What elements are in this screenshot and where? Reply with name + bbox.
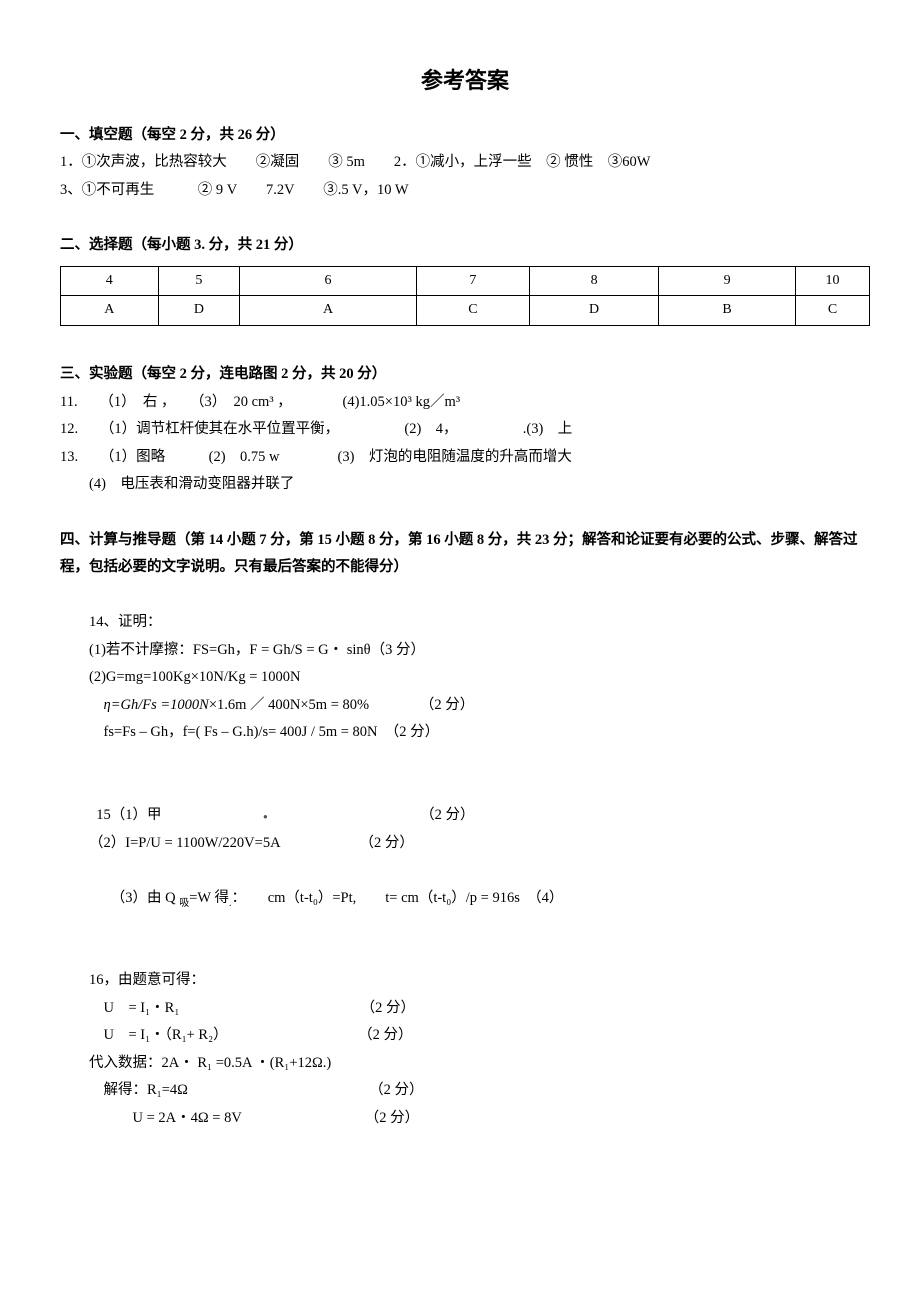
- q16-l5: 解得：R₁=4Ω （2 分）: [60, 1077, 870, 1105]
- q14-l4a: η=Gh/Fs =1000N: [104, 697, 209, 713]
- q11: 11. （1） 右 ， （3） 20 cm³ ， (4)1.05×10³ kg／…: [60, 389, 870, 417]
- cell: 6: [240, 266, 416, 296]
- q14-l2: (1)若不计摩擦：FS=Gh，F = Gh/S = G・ sinθ（3 分）: [60, 637, 870, 665]
- q16-l1: 16，由题意可得：: [60, 967, 870, 995]
- s1-head-a: 一、填空题: [60, 127, 133, 143]
- section-4-calc: 四、计算与推导题（第 14 小题 7 分，第 15 小题 8 分，第 16 小题…: [60, 527, 870, 582]
- q15-l3b: 吸: [179, 898, 189, 909]
- choice-answer-table: 4 5 6 7 8 9 10 A D A C D B C: [60, 266, 870, 326]
- q16-l2: U = I₁・R₁ （2 分）: [60, 995, 870, 1023]
- cell: C: [796, 296, 870, 326]
- cell: B: [659, 296, 796, 326]
- dot-icon: ●: [263, 812, 268, 821]
- cell: C: [416, 296, 529, 326]
- q14-l3: (2)G=mg=100Kg×10N/Kg = 1000N: [60, 664, 870, 692]
- q15-l3c: =W 得: [189, 890, 229, 906]
- q15-l3a: （3）由 Q: [111, 890, 179, 906]
- q15-l2: （2）I=P/U = 1100W/220V=5A （2 分）: [60, 830, 870, 858]
- section-3-experiment: 三、实验题（每空 2 分，连电路图 2 分，共 20 分）: [60, 361, 870, 389]
- q15-l3: （3）由 Q 吸=W 得.： cm（t-t₀）=Pt, t= cm（t-t₀）/…: [60, 857, 870, 912]
- q12: 12. （1）调节杠杆使其在水平位置平衡， (2) 4， .(3) 上: [60, 416, 870, 444]
- q14-l1: 14、证明：: [60, 609, 870, 637]
- s1-line2: 3、①不可再生 ② 9 V 7.2V ③.5 V，10 W: [60, 177, 870, 205]
- q16-l6: U = 2A・4Ω = 8V （2 分）: [60, 1105, 870, 1133]
- table-row: A D A C D B C: [61, 296, 870, 326]
- cell: D: [530, 296, 659, 326]
- section-2-choice: 二、选择题（每小题 3. 分，共 21 分）: [60, 232, 870, 260]
- cell: D: [158, 296, 240, 326]
- q15-l3d: ： cm（t-t₀）=Pt, t= cm（t-t₀）/p = 916s （4）: [231, 890, 563, 906]
- s4-head-b: （第 14 小题 7 分，第 15 小题 8 分，第 16 小题 8 分，共 2…: [60, 532, 858, 576]
- cell: 10: [796, 266, 870, 296]
- cell: A: [240, 296, 416, 326]
- s2-head-b: （每小题 3. 分，共 21 分）: [133, 237, 303, 253]
- q14-l4: η=Gh/Fs =1000N×1.6m ／ 400N×5m = 80% （2 分…: [60, 692, 870, 720]
- s1-line1: 1．①次声波，比热容较大 ②凝固 ③ 5m 2．①减小，上浮一些 ② 惯性 ③6…: [60, 149, 870, 177]
- s3-head-a: 三、实验题: [60, 366, 133, 382]
- s4-head-a: 四、计算与推导题: [60, 532, 176, 548]
- q14-l5: fs=Fs – Gh，f=( Fs – G.h)/s= 400J / 5m = …: [60, 719, 870, 747]
- section-1-fill: 一、填空题（每空 2 分，共 26 分）: [60, 122, 870, 150]
- q13-l1: 13. （1）图略 (2) 0.75 w (3) 灯泡的电阻随温度的升高而增大: [60, 444, 870, 472]
- cell: A: [61, 296, 159, 326]
- q15-l1a: 15（1）甲: [96, 807, 161, 823]
- s1-head-b: （每空 2 分，共 26 分）: [133, 127, 285, 143]
- q13-l2: (4) 电压表和滑动变阻器并联了: [60, 471, 870, 499]
- s3-head-b: （每空 2 分，连电路图 2 分，共 20 分）: [133, 366, 387, 382]
- cell: 4: [61, 266, 159, 296]
- table-row: 4 5 6 7 8 9 10: [61, 266, 870, 296]
- q16-l4: 代入数据：2A・ R₁ =0.5A ・(R₁+12Ω.): [60, 1050, 870, 1078]
- q15-l1b: （2 分）: [427, 807, 474, 823]
- q14-l4b: ×1.6m ／ 400N×5m = 80% （2 分）: [209, 697, 474, 713]
- q16-l3: U = I₁・（R₁+ R₂） （2 分）: [60, 1022, 870, 1050]
- s2-head-a: 二、选择题: [60, 237, 133, 253]
- cell: 7: [416, 266, 529, 296]
- cell: 5: [158, 266, 240, 296]
- cell: 8: [530, 266, 659, 296]
- page-title: 参考答案: [60, 60, 870, 102]
- q15-l1: 15（1）甲 ● （2 分）: [60, 774, 870, 829]
- cell: 9: [659, 266, 796, 296]
